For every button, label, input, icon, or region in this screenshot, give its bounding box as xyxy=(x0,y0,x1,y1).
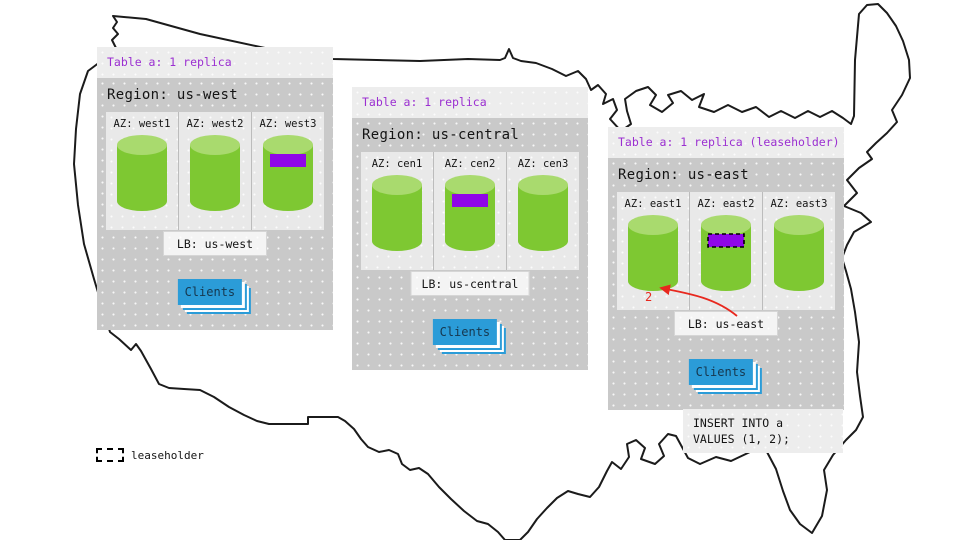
table-replica-header: Table a: 1 replica xyxy=(97,47,333,78)
database-cylinder-icon xyxy=(445,175,495,251)
az-label: AZ: cen2 xyxy=(444,158,496,170)
az-column: AZ: west1 xyxy=(106,112,179,230)
load-balancer: LB: us-central xyxy=(410,271,530,296)
region-panel-us-west: Table a: 1 replica Region: us-west AZ: w… xyxy=(97,47,333,330)
az-row: AZ: cen1 AZ: cen2 AZ: cen3 xyxy=(361,152,579,270)
az-column: AZ: west2 xyxy=(179,112,252,230)
az-label: AZ: west1 xyxy=(113,118,171,130)
sql-line: INSERT INTO a xyxy=(693,416,784,430)
az-label: AZ: east2 xyxy=(697,198,755,210)
clients-button[interactable]: Clients xyxy=(432,319,497,345)
az-label: AZ: west2 xyxy=(186,118,244,130)
az-label: AZ: west3 xyxy=(259,118,317,130)
region-panel-us-east: Table a: 1 replica (leaseholder) Region:… xyxy=(608,127,844,410)
az-column: AZ: east3 xyxy=(763,192,835,310)
sql-line: VALUES (1, 2); xyxy=(693,432,790,446)
region-title: Region: us-east xyxy=(618,167,749,183)
region-body: Region: us-east AZ: east1 AZ: east2 xyxy=(608,158,844,410)
clients-button[interactable]: Clients xyxy=(177,279,242,305)
database-cylinder-icon xyxy=(372,175,422,251)
database-cylinder-icon xyxy=(518,175,568,251)
clients-button[interactable]: Clients xyxy=(688,359,753,385)
az-column: AZ: cen1 xyxy=(361,152,434,270)
az-column: AZ: cen2 xyxy=(434,152,507,270)
az-column: AZ: cen3 xyxy=(507,152,579,270)
az-row: AZ: west1 AZ: west2 AZ: west3 xyxy=(106,112,324,230)
region-body: Region: us-central AZ: cen1 AZ: cen2 xyxy=(352,118,588,370)
az-label: AZ: east3 xyxy=(770,198,828,210)
sql-statement-box: INSERT INTO a VALUES (1, 2); xyxy=(683,409,843,453)
load-balancer: LB: us-east xyxy=(674,311,778,336)
az-column: AZ: east1 xyxy=(617,192,690,310)
az-row: AZ: east1 AZ: east2 AZ: east3 xyxy=(617,192,835,310)
region-title: Region: us-central xyxy=(362,127,520,143)
database-cylinder-leaseholder-icon xyxy=(701,215,751,291)
database-cylinder-icon xyxy=(190,135,240,211)
database-cylinder-icon xyxy=(628,215,678,291)
legend: leaseholder xyxy=(96,448,204,462)
az-label: AZ: cen3 xyxy=(517,158,569,170)
load-balancer: LB: us-west xyxy=(163,231,267,256)
database-cylinder-icon xyxy=(774,215,824,291)
database-cylinder-icon xyxy=(263,135,313,211)
region-body: Region: us-west AZ: west1 AZ: west2 xyxy=(97,78,333,330)
table-replica-header: Table a: 1 replica (leaseholder) xyxy=(608,127,844,158)
legend-label: leaseholder xyxy=(131,448,204,462)
az-label: AZ: cen1 xyxy=(371,158,423,170)
region-panel-us-central: Table a: 1 replica Region: us-central AZ… xyxy=(352,87,588,370)
table-replica-header: Table a: 1 replica xyxy=(352,87,588,118)
az-column: AZ: west3 xyxy=(252,112,324,230)
database-cylinder-icon xyxy=(117,135,167,211)
region-title: Region: us-west xyxy=(107,87,238,103)
az-label: AZ: east1 xyxy=(624,198,682,210)
leaseholder-swatch-icon xyxy=(96,448,124,462)
az-column: AZ: east2 xyxy=(690,192,763,310)
